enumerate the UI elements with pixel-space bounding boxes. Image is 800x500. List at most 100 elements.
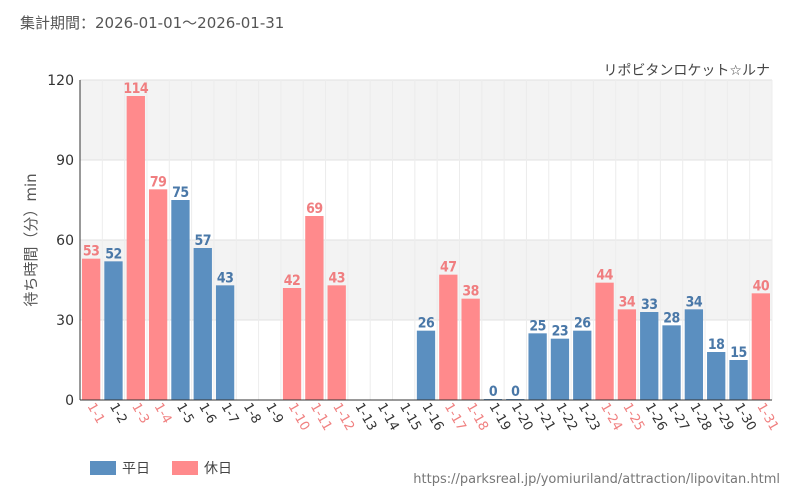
value-label-1-24: 44 [596,268,613,284]
bar-1-16 [416,330,436,400]
y-tick-60: 60 [56,233,74,249]
x-tick-1-19: 1-19 [486,401,514,434]
x-tick-1-28: 1-28 [686,401,714,434]
x-tick-1-6: 1-6 [195,401,219,427]
bar-1-28 [684,309,704,400]
bar-1-23 [573,330,592,400]
legend-label-weekday: 平日 [122,461,150,477]
value-label-1-16: 26 [418,316,435,332]
x-tick-1-25: 1-25 [619,401,647,434]
bar-1-12 [327,285,346,400]
x-tick-1-12: 1-12 [329,401,357,434]
x-tick-1-5: 1-5 [173,401,197,427]
bar-1-7 [215,285,235,400]
x-tick-1-20: 1-20 [508,401,536,434]
bar-1-27 [662,325,681,400]
value-label-1-30: 15 [730,345,747,361]
y-tick-90: 90 [56,153,74,169]
legend-swatch-weekday [90,461,116,475]
value-label-1-11: 69 [306,201,323,217]
x-tick-1-7: 1-7 [218,401,242,427]
bar-1-4 [148,189,168,400]
legend-swatch-holiday [172,461,198,475]
value-label-1-26: 33 [641,297,658,313]
bar-1-3 [126,96,145,400]
x-tick-1-14: 1-14 [374,401,402,434]
value-label-1-29: 18 [708,337,725,353]
legend-item-holiday: 休日 [172,458,232,478]
x-tick-1-16: 1-16 [419,401,447,434]
chart-title: リポビタンロケット☆ルナ [603,63,770,79]
bar-1-21 [528,333,547,400]
x-tick-1-1: 1-1 [84,401,108,427]
value-label-1-28: 34 [686,294,703,310]
value-label-1-23: 26 [574,316,591,332]
legend: 平日 休日 [90,458,232,478]
value-label-1-17: 47 [440,260,457,276]
x-tick-1-18: 1-18 [463,401,491,434]
y-tick-0: 0 [65,393,74,409]
bar-1-25 [617,309,637,400]
value-label-1-10: 42 [284,273,301,289]
x-tick-1-15: 1-15 [396,401,424,434]
value-label-1-22: 23 [552,324,569,340]
legend-item-weekday: 平日 [90,458,150,478]
y-tick-120: 120 [47,73,74,89]
value-label-1-5: 75 [172,185,189,201]
bar-1-6 [193,248,212,400]
bar-1-17 [439,274,458,400]
bar-1-26 [640,312,659,400]
x-tick-1-11: 1-11 [307,401,335,434]
value-label-1-20: 0 [511,384,520,400]
x-tick-1-3: 1-3 [128,401,152,427]
plot-band [80,160,772,240]
x-tick-1-22: 1-22 [552,401,580,434]
value-label-1-18: 38 [462,284,479,300]
value-label-1-12: 43 [328,270,345,286]
x-tick-1-9: 1-9 [262,401,286,427]
value-label-1-19: 0 [489,384,498,400]
x-tick-1-30: 1-30 [731,401,759,434]
value-label-1-4: 79 [150,174,167,190]
value-label-1-7: 43 [217,270,234,286]
x-tick-1-31: 1-31 [753,401,781,434]
bar-1-1 [82,258,101,400]
x-tick-1-21: 1-21 [530,401,558,434]
period-label: 集計期間：2026-01-01～2026-01-31 [20,14,285,32]
bar-1-11 [305,216,324,400]
value-label-1-25: 34 [619,294,636,310]
x-tick-1-2: 1-2 [106,401,130,427]
x-tick-1-10: 1-10 [285,401,313,434]
plot-band [80,80,772,160]
x-tick-1-26: 1-26 [642,401,670,434]
x-tick-1-13: 1-13 [352,401,380,434]
value-label-1-2: 52 [105,246,122,262]
y-axis-label: 待ち時間（分）min [22,173,40,306]
x-tick-1-17: 1-17 [441,401,469,434]
value-label-1-6: 57 [195,233,212,249]
x-tick-1-27: 1-27 [664,401,692,434]
x-tick-1-24: 1-24 [597,401,625,434]
bar-1-18 [461,298,480,400]
x-tick-1-8: 1-8 [240,401,264,427]
bar-1-30 [729,360,748,400]
bar-1-22 [550,338,570,400]
bar-1-2 [104,261,123,400]
bar-1-31 [751,293,770,400]
x-tick-1-29: 1-29 [709,401,737,434]
bar-1-24 [595,282,614,400]
legend-label-holiday: 休日 [204,461,232,477]
value-label-1-1: 53 [83,244,100,260]
x-tick-1-4: 1-4 [151,401,175,427]
y-tick-30: 30 [56,313,74,329]
bar-1-5 [171,200,190,400]
source-url: https://parksreal.jp/yomiuriland/attract… [413,472,780,487]
x-tick-1-23: 1-23 [575,401,603,434]
bar-1-10 [282,288,302,400]
value-label-1-31: 40 [753,278,770,294]
value-label-1-21: 25 [529,318,546,334]
bar-1-29 [707,352,726,400]
value-label-1-3: 114 [123,81,149,97]
value-label-1-27: 28 [663,310,680,326]
